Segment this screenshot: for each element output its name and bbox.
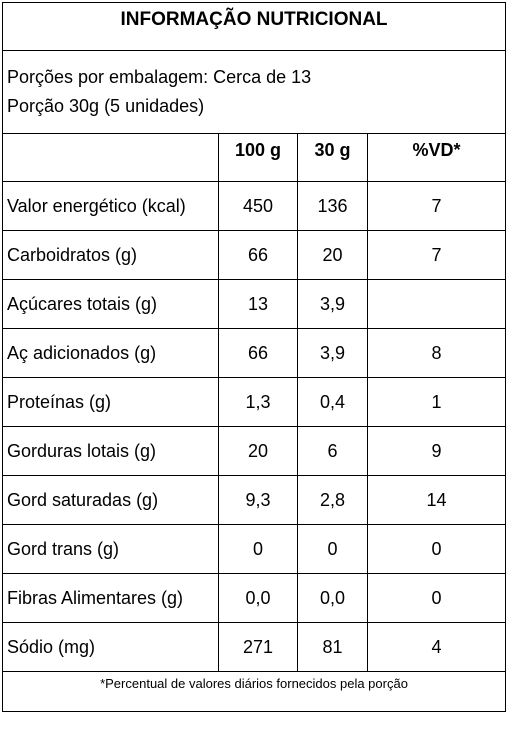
value-cell: 81 [297, 622, 368, 672]
header-cell [2, 133, 219, 182]
value-cell: 7 [366, 181, 507, 231]
value-cell: 2,8 [297, 475, 368, 525]
value-cell: 4 [366, 622, 507, 672]
nutrient-row: Gord trans (g) 0 0 0 [2, 524, 507, 574]
nutrient-row: Gord saturadas (g) 9,3 2,8 14 [2, 475, 507, 525]
nutrient-row: Proteínas (g) 1,3 0,4 1 [2, 377, 507, 427]
value-cell: 3,9 [297, 279, 368, 329]
header-cell: %VD* [366, 133, 507, 182]
value-cell: 450 [218, 181, 298, 231]
nutrient-label: Valor energético (kcal) [2, 181, 219, 231]
value-cell: 136 [297, 181, 368, 231]
value-cell: 3,9 [297, 328, 368, 378]
nutrient-row: Carboidratos (g) 66 20 7 [2, 230, 507, 280]
header-cell: 100 g [218, 133, 298, 182]
value-cell: 271 [218, 622, 298, 672]
nutrient-label: Gord saturadas (g) [2, 475, 219, 525]
nutrient-label: Gord trans (g) [2, 524, 219, 574]
value-cell: 6 [297, 426, 368, 476]
nutrient-row: Gorduras lotais (g) 20 6 9 [2, 426, 507, 476]
value-cell: 9 [366, 426, 507, 476]
serving-row: Porções por embalagem: Cerca de 13 Porção… [1, 50, 507, 134]
nutrient-label: Carboidratos (g) [2, 230, 219, 280]
nutrient-label: Fibras Alimentares (g) [2, 573, 219, 623]
nutrient-label: Proteínas (g) [2, 377, 219, 427]
value-cell: 9,3 [218, 475, 298, 525]
footnote: *Percentual de valores diários fornecido… [1, 671, 507, 712]
title: INFORMAÇÃO NUTRICIONAL [1, 2, 507, 51]
nutrient-label: Sódio (mg) [2, 622, 219, 672]
header-row: 100 g 30 g %VD* [2, 133, 507, 182]
nutrient-row: Valor energético (kcal) 450 136 7 [2, 181, 507, 231]
nutrient-label: Aç adicionados (g) [2, 328, 219, 378]
value-cell: 66 [218, 230, 298, 280]
value-cell: 66 [218, 328, 298, 378]
value-cell: 1 [366, 377, 507, 427]
nutrient-row: Açúcares totais (g) 13 3,9 [2, 279, 507, 329]
value-cell: 8 [366, 328, 507, 378]
footnote-row: *Percentual de valores diários fornecido… [1, 671, 507, 712]
table-body: INFORMAÇÃO NUTRICIONAL Porções por embal… [1, 2, 507, 712]
nutrient-row: Fibras Alimentares (g) 0,0 0,0 0 [2, 573, 507, 623]
value-cell: 20 [297, 230, 368, 280]
serving-info: Porções por embalagem: Cerca de 13 Porção… [1, 50, 507, 134]
value-cell: 7 [366, 230, 507, 280]
value-cell: 14 [366, 475, 507, 525]
serving-line: Porção 30g (5 unidades) [7, 96, 205, 116]
value-cell [366, 279, 507, 329]
nutrition-table: INFORMAÇÃO NUTRICIONAL Porções por embal… [1, 2, 507, 712]
value-cell: 0,4 [297, 377, 368, 427]
nutrient-row: Aç adicionados (g) 66 3,9 8 [2, 328, 507, 378]
value-cell: 1,3 [218, 377, 298, 427]
nutrient-label: Gorduras lotais (g) [2, 426, 219, 476]
value-cell: 0,0 [218, 573, 298, 623]
value-cell: 20 [218, 426, 298, 476]
header-cell: 30 g [297, 133, 368, 182]
value-cell: 0 [297, 524, 368, 574]
value-cell: 0 [366, 573, 507, 623]
title-row: INFORMAÇÃO NUTRICIONAL [1, 2, 507, 51]
nutrient-label: Açúcares totais (g) [2, 279, 219, 329]
serving-line: Porções por embalagem: Cerca de 13 [7, 67, 312, 87]
value-cell: 0 [218, 524, 298, 574]
nutrient-row: Sódio (mg) 271 81 4 [2, 622, 507, 672]
value-cell: 0 [366, 524, 507, 574]
value-cell: 0,0 [297, 573, 368, 623]
value-cell: 13 [218, 279, 298, 329]
